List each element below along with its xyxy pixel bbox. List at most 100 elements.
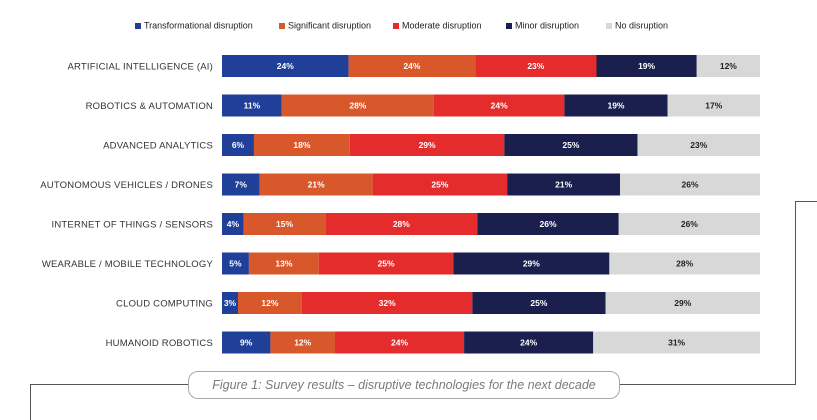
legend-swatch-minor-disruption [506, 23, 512, 29]
bar-segment-significant-disruption [253, 134, 350, 156]
data-label: 21% [308, 180, 325, 190]
bar-segment-significant-disruption [248, 252, 319, 275]
bar-segment-transformational-disruption [222, 331, 271, 354]
bar-segment-minor-disruption [472, 292, 606, 314]
data-label: 23% [690, 140, 707, 150]
legend: Transformational disruption Significant d… [135, 21, 668, 31]
data-label: 23% [527, 61, 544, 71]
bar-segment-moderate-disruption [318, 252, 454, 275]
bar-segment-moderate-disruption [334, 331, 465, 354]
figure-caption-box: Figure 1: Survey results – disruptive te… [188, 371, 620, 399]
bar-segment-significant-disruption [243, 213, 326, 235]
data-label: 28% [676, 259, 693, 269]
data-label: 13% [275, 259, 292, 269]
legend-swatch-transformational-disruption [135, 23, 141, 29]
legend-label-moderate-disruption: Moderate disruption [402, 21, 482, 31]
frame-line-left-vertical [30, 384, 31, 420]
legend-label-minor-disruption: Minor disruption [515, 21, 579, 31]
data-label: 11% [244, 101, 261, 111]
data-label: 7% [235, 180, 248, 190]
data-label: 4% [227, 219, 240, 229]
figure-caption: Figure 1: Survey results – disruptive te… [212, 378, 596, 392]
data-label: 19% [638, 61, 655, 71]
category-label: ROBOTICS & AUTOMATION [86, 101, 213, 112]
data-label: 21% [555, 180, 572, 190]
data-label: 25% [562, 140, 579, 150]
data-label: 24% [491, 101, 508, 111]
bar-segment-no-disruption [637, 134, 760, 156]
frame-line-caption-right [620, 384, 796, 385]
data-label: 9% [240, 338, 253, 348]
data-label: 26% [682, 180, 699, 190]
bar-segment-transformational-disruption [222, 94, 282, 117]
bars: 24% 24% 23% 19% 12% 11% 28% 24% 19% 17% 6% 18% 29% 25… [222, 55, 760, 354]
bar-segment-transformational-disruption [222, 213, 244, 235]
bar-segment-moderate-disruption [325, 213, 478, 235]
frame-line-right-vertical [795, 201, 796, 384]
bar-segment-no-disruption [696, 55, 760, 77]
bar-segment-no-disruption [605, 292, 760, 314]
bar-segment-transformational-disruption [222, 292, 238, 314]
data-label: 17% [705, 101, 722, 111]
bar-segment-moderate-disruption [301, 292, 473, 314]
bar-segment-minor-disruption [596, 55, 697, 77]
bar-segment-significant-disruption [270, 331, 335, 354]
legend-swatch-significant-disruption [279, 23, 285, 29]
bar-segment-transformational-disruption [222, 55, 349, 77]
data-label: 5% [229, 259, 242, 269]
category-label: ARTIFICIAL INTELLIGENCE (AI) [68, 62, 214, 73]
data-label: 25% [378, 259, 395, 269]
bar-segment-no-disruption [609, 252, 760, 275]
legend-label-transformational-disruption: Transformational disruption [144, 21, 253, 31]
legend-swatch-moderate-disruption [393, 23, 399, 29]
data-label: 31% [668, 338, 685, 348]
category-label: INTERNET OF THINGS / SENSORS [52, 220, 214, 231]
bar-segment-significant-disruption [259, 173, 373, 196]
bar-segment-no-disruption [667, 94, 760, 117]
bar-segment-moderate-disruption [349, 134, 505, 156]
data-label: 24% [391, 338, 408, 348]
data-label: 29% [523, 259, 540, 269]
bar-segment-minor-disruption [564, 94, 668, 117]
bar-segment-moderate-disruption [372, 173, 508, 196]
category-labels: ARTIFICIAL INTELLIGENCE (AI) ROBOTICS & A… [40, 62, 213, 350]
bar-segment-minor-disruption [507, 173, 621, 196]
category-label: CLOUD COMPUTING [116, 299, 213, 310]
data-label: 26% [540, 219, 557, 229]
category-label: ADVANCED ANALYTICS [103, 141, 213, 152]
bar-segment-minor-disruption [453, 252, 610, 275]
data-label: 25% [530, 298, 547, 308]
data-label: 32% [379, 298, 396, 308]
data-label: 12% [720, 61, 737, 71]
data-label: 25% [431, 180, 448, 190]
legend-swatch-no-disruption [606, 23, 612, 29]
data-label: 18% [293, 140, 310, 150]
frame-line-caption-left [30, 384, 188, 385]
bar-segment-moderate-disruption [475, 55, 597, 77]
bar-segment-no-disruption [593, 331, 760, 354]
bar-segment-significant-disruption [281, 94, 434, 117]
data-label: 6% [232, 140, 245, 150]
bar-segment-significant-disruption [237, 292, 302, 314]
category-label: AUTONOMOUS VEHICLES / DRONES [40, 180, 213, 191]
legend-label-no-disruption: No disruption [615, 21, 668, 31]
data-label: 29% [419, 140, 436, 150]
category-label: WEARABLE / MOBILE TECHNOLOGY [42, 259, 214, 270]
bar-segment-minor-disruption [464, 331, 594, 354]
bar-segment-moderate-disruption [433, 94, 565, 117]
bar-segment-transformational-disruption [222, 134, 254, 156]
data-label: 24% [403, 61, 420, 71]
data-label: 28% [349, 101, 366, 111]
bar-segment-transformational-disruption [222, 173, 260, 196]
data-label: 12% [294, 338, 311, 348]
data-label: 3% [224, 298, 237, 308]
bar-segment-significant-disruption [348, 55, 476, 77]
data-label: 15% [276, 219, 293, 229]
bar-segment-minor-disruption [477, 213, 619, 235]
data-label: 12% [261, 298, 278, 308]
data-label: 29% [674, 298, 691, 308]
data-label: 24% [277, 61, 294, 71]
category-label: HUMANOID ROBOTICS [106, 338, 213, 349]
data-label: 28% [393, 219, 410, 229]
